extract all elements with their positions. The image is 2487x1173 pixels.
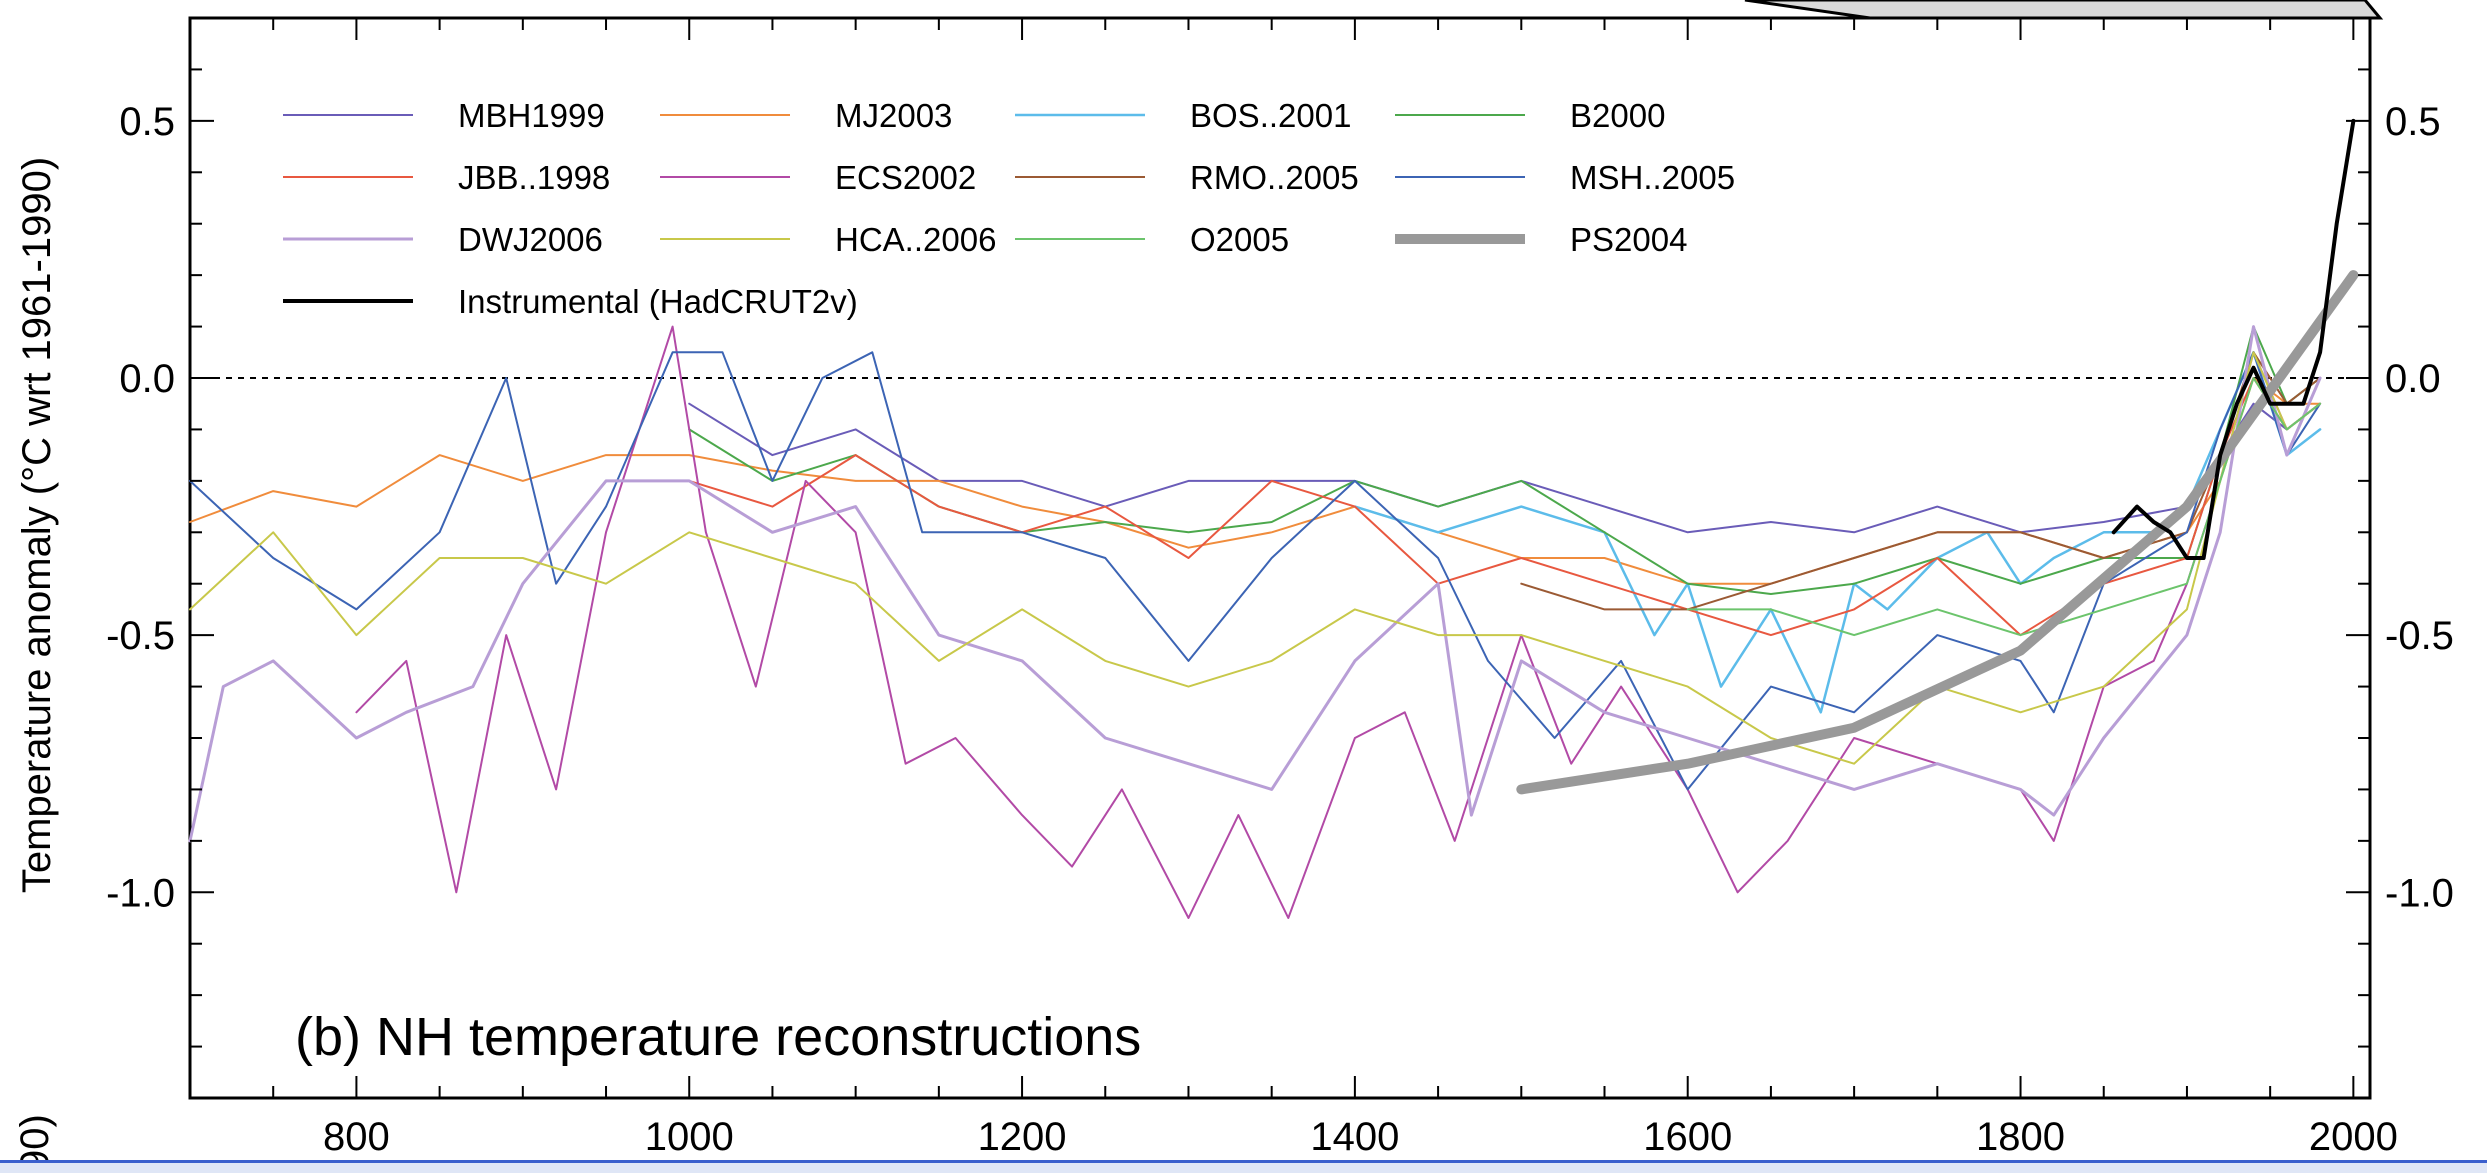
series-line-8 xyxy=(188,325,2322,843)
legend-label: B2000 xyxy=(1570,97,1665,134)
x-tick-label: 1200 xyxy=(978,1115,1067,1159)
y-tick-label-right: 0.0 xyxy=(2385,357,2441,401)
series-layer xyxy=(188,118,2359,919)
y-tick-label: -1.0 xyxy=(106,871,175,915)
axes-layer: 800 1000 1200 1400 1600 1800 2000 0.5 0.5 0.0 0.0 -… xyxy=(106,18,2454,1159)
series-line-4 xyxy=(688,377,2322,637)
y-tick-label-right: 0.5 xyxy=(2385,100,2441,144)
series-line-5 xyxy=(355,325,2322,919)
plot-border xyxy=(188,16,2372,1100)
top-overlap-shape xyxy=(1744,0,2384,20)
x-tick-label: 1600 xyxy=(1643,1115,1732,1159)
series-line-9 xyxy=(189,351,2322,765)
legend-label: PS2004 xyxy=(1570,221,1687,258)
series-line-12 xyxy=(2111,118,2356,560)
legend-label: ECS2002 xyxy=(835,159,976,196)
y-axis-title: Temperature anomaly (°C wrt 1961-1990) xyxy=(15,157,59,893)
legend: MBH1999 MJ2003 BOS..2001 B2000 JBB..1998 ECS2… xyxy=(283,97,1735,320)
x-tick-label: 2000 xyxy=(2309,1115,2398,1159)
legend-label: MSH..2005 xyxy=(1570,159,1735,196)
y-tick-label-right: -1.0 xyxy=(2385,871,2454,915)
legend-label: DWJ2006 xyxy=(458,221,603,258)
panel-label: (b) NH temperature reconstructions xyxy=(295,1007,1141,1067)
legend-label: HCA..2006 xyxy=(835,221,996,258)
legend-label: RMO..2005 xyxy=(1190,159,1359,196)
window-bottom-edge xyxy=(0,1160,2487,1173)
legend-label: MBH1999 xyxy=(458,97,605,134)
x-tick-label: 1400 xyxy=(1310,1115,1399,1159)
x-tick-label: 1000 xyxy=(645,1115,734,1159)
legend-label: MJ2003 xyxy=(835,97,952,134)
y-tick-label: -0.5 xyxy=(106,614,175,658)
y-tick-label: 0.5 xyxy=(119,100,175,144)
x-tick-label: 800 xyxy=(323,1115,390,1159)
series-line-7 xyxy=(189,351,2322,791)
series-line-2 xyxy=(1353,351,2322,714)
series-line-11 xyxy=(1516,270,2359,795)
plot-frame xyxy=(188,16,2372,1100)
x-tick-label: 1800 xyxy=(1976,1115,2065,1159)
legend-label: BOS..2001 xyxy=(1190,97,1351,134)
y-tick-label-right: -0.5 xyxy=(2385,614,2454,658)
y-tick-label: 0.0 xyxy=(119,357,175,401)
legend-label: O2005 xyxy=(1190,221,1289,258)
legend-label: Instrumental (HadCRUT2v) xyxy=(458,283,858,320)
legend-label: JBB..1998 xyxy=(458,159,610,196)
